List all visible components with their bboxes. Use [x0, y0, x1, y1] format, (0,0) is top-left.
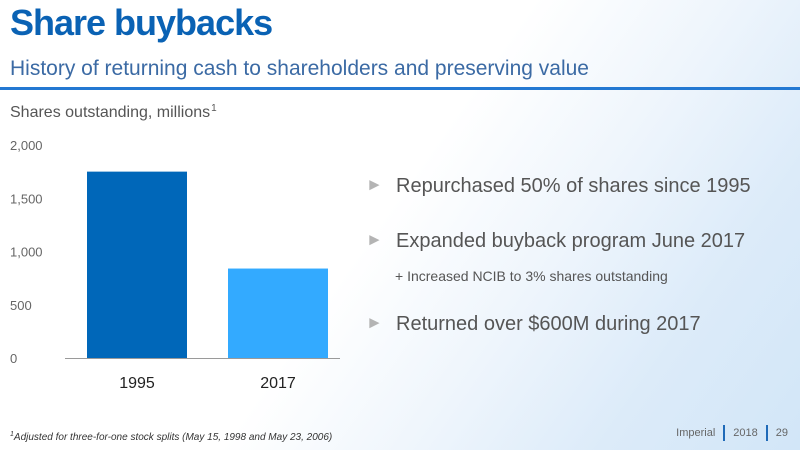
- y-tick-label: 500: [10, 298, 32, 313]
- chart-heading: Shares outstanding, millions1: [10, 103, 217, 122]
- footnote-marker: 1: [10, 431, 14, 438]
- footer-company: Imperial: [676, 427, 716, 439]
- bullet-1: ► Repurchased 50% of shares since 1995: [366, 175, 751, 198]
- page-title: Share buybacks: [10, 2, 273, 43]
- x-tick-label: 1995: [119, 375, 155, 392]
- bullet-arrow-icon: ►: [366, 313, 383, 332]
- bullet-2-text: Expanded buyback program June 2017: [396, 230, 746, 252]
- y-tick-label: 2,000: [10, 138, 43, 153]
- footer-separator: [765, 425, 768, 441]
- chart-heading-text: Shares outstanding, millions: [10, 104, 211, 121]
- y-tick-label: 1,000: [10, 245, 43, 260]
- page-subtitle: History of returning cash to shareholder…: [10, 57, 589, 80]
- title-divider: [0, 87, 800, 90]
- bullet-2: ► Expanded buyback program June 2017: [366, 230, 745, 253]
- chart-heading-footnote-marker: 1: [211, 103, 217, 114]
- bullet-3-text: Returned over $600M during 2017: [396, 313, 701, 335]
- footer-separator: [723, 425, 726, 441]
- footnote: 1Adjusted for three-for-one stock splits…: [10, 431, 332, 443]
- bar-2017: [228, 268, 328, 358]
- footer-page-number: 29: [775, 427, 788, 439]
- footer: Imperial 2018 29: [676, 425, 788, 441]
- footer-year: 2018: [733, 427, 758, 439]
- bar-1995: [87, 171, 187, 358]
- bar-chart: 0 500 1,000 1,500 2,000 1995 2017: [10, 138, 340, 392]
- y-tick-label: 0: [10, 351, 17, 366]
- footnote-text: Adjusted for three-for-one stock splits …: [13, 432, 333, 443]
- bullet-arrow-icon: ►: [366, 230, 383, 249]
- bullet-arrow-icon: ►: [366, 175, 383, 194]
- x-tick-label: 2017: [260, 375, 296, 392]
- bullet-3: ► Returned over $600M during 2017: [366, 313, 701, 336]
- sub-bullet: + Increased NCIB to 3% shares outstandin…: [395, 268, 668, 284]
- y-tick-label: 1,500: [10, 191, 43, 206]
- bullet-1-text: Repurchased 50% of shares since 1995: [396, 175, 751, 197]
